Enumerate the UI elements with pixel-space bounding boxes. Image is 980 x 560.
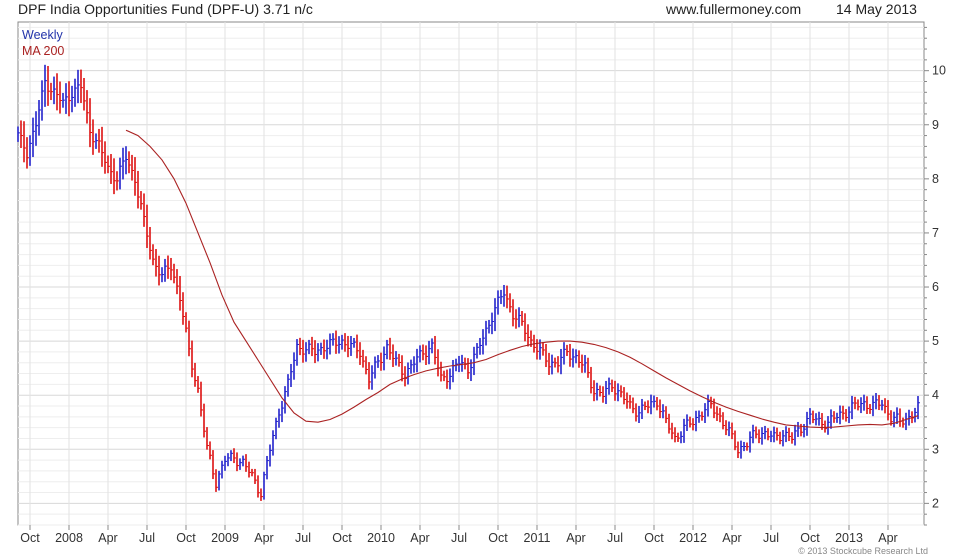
- copyright-notice: © 2013 Stockcube Research Ltd: [798, 546, 928, 556]
- grid: [18, 22, 924, 526]
- x-tick-label: Jul: [451, 531, 467, 545]
- y-tick-label: 8: [932, 172, 939, 186]
- y-tick-label: 3: [932, 442, 939, 456]
- chart-date: 14 May 2013: [836, 1, 917, 17]
- x-tick-label: Oct: [332, 531, 352, 545]
- x-tick-label: 2012: [679, 531, 707, 545]
- x-tick-label: Apr: [98, 531, 117, 545]
- x-tick-label: Apr: [566, 531, 585, 545]
- x-tick-label: Apr: [410, 531, 429, 545]
- x-tick-label: Jul: [607, 531, 623, 545]
- y-tick-label: 5: [932, 334, 939, 348]
- x-tick-label: 2009: [211, 531, 239, 545]
- ma-200-series: [125, 129, 919, 429]
- x-tick-label: Jul: [763, 531, 779, 545]
- x-tick-label: Oct: [488, 531, 508, 545]
- site-url[interactable]: www.fullermoney.com: [666, 1, 802, 17]
- legend-weekly: Weekly: [22, 28, 63, 42]
- x-axis: Oct 2008 Apr Jul Oct 2009 Apr Jul Oct 2010 Apr Jul O…: [20, 525, 898, 545]
- y-tick-label: 4: [932, 388, 939, 402]
- x-tick-label: Oct: [20, 531, 40, 545]
- x-tick-label: 2013: [835, 531, 863, 545]
- x-tick-label: Oct: [176, 531, 196, 545]
- x-tick-label: Jul: [295, 531, 311, 545]
- y-tick-label: 10: [932, 64, 946, 78]
- x-tick-label: 2011: [524, 531, 551, 545]
- y-tick-label: 2: [932, 496, 939, 510]
- chart-title: DPF India Opportunities Fund (DPF-U) 3.7…: [18, 1, 313, 17]
- x-tick-label: 2008: [55, 531, 83, 545]
- legend-ma-200: MA 200: [22, 44, 65, 58]
- y-tick-label: 6: [932, 280, 939, 294]
- x-tick-label: Apr: [254, 531, 273, 545]
- x-tick-label: Oct: [800, 531, 820, 545]
- y-tick-label: 9: [932, 118, 939, 132]
- x-tick-label: 2010: [367, 531, 395, 545]
- x-tick-label: Apr: [878, 531, 897, 545]
- y-axis: 2 3 4 5 6 7 8 9 10: [924, 26, 946, 526]
- x-tick-label: Apr: [722, 531, 741, 545]
- ma-200-line: [125, 129, 919, 429]
- plot-area: [17, 21, 925, 526]
- x-tick-label: Jul: [139, 531, 155, 545]
- x-tick-label: Oct: [644, 531, 664, 545]
- y-tick-label: 7: [932, 226, 939, 240]
